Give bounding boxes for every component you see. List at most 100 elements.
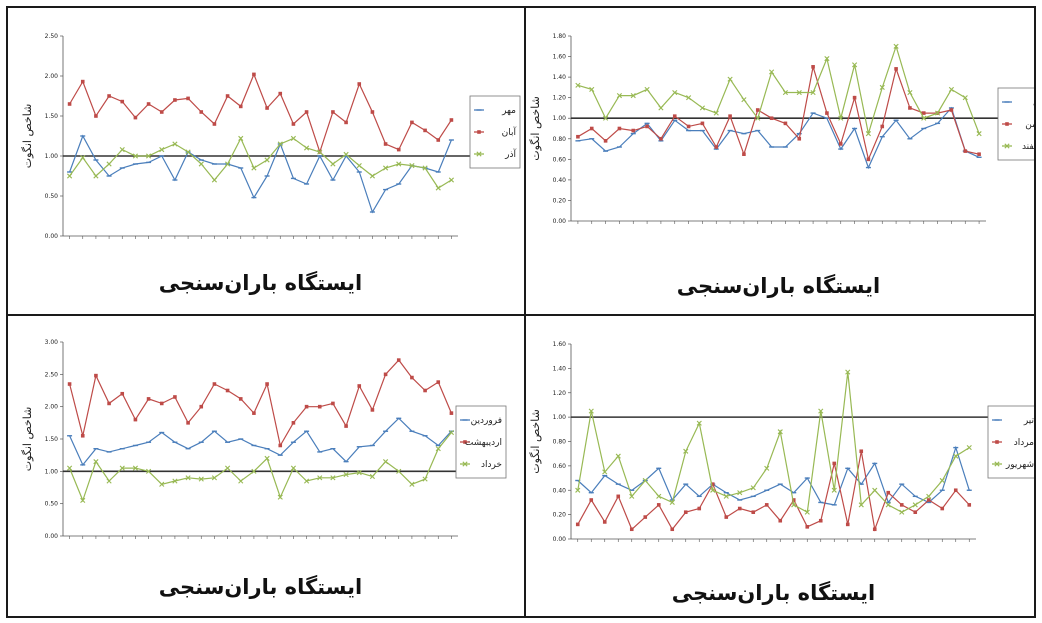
data-point: [238, 397, 243, 401]
data-point: [225, 388, 230, 393]
chart-svg-spring: 0.00 0.50 1.00 1.50 2.00 2.50 3.00 شاخص انگوت ای…: [21, 339, 507, 599]
y-tick-label: 1.50: [45, 436, 59, 443]
x-axis-title: ایستگاه باران‌سنجی: [159, 270, 362, 295]
data-point: [714, 145, 719, 149]
data-point: [644, 86, 650, 93]
data-point: [238, 104, 243, 109]
data-point: [344, 120, 348, 125]
data-point: [908, 106, 912, 110]
x-axis-title: ایستگاه باران‌سنجی: [159, 574, 362, 599]
series-line: [577, 106, 980, 170]
data-point: [796, 89, 802, 96]
data-point: [278, 443, 283, 448]
data-point: [615, 453, 621, 459]
data-point: [199, 404, 204, 409]
data-point: [865, 131, 872, 137]
y-axis-title: شاخص انگوت: [21, 407, 34, 472]
data-point: [995, 440, 999, 444]
data-point: [886, 490, 891, 495]
y-tick-label: 2.50: [45, 33, 59, 40]
legend-label: آذر: [504, 148, 516, 160]
y-tick-label: 0.00: [45, 233, 59, 240]
data-point: [224, 465, 231, 471]
data-point: [616, 93, 623, 99]
data-point: [277, 141, 283, 147]
y-tick-label: 0.50: [45, 501, 59, 508]
data-point: [423, 388, 427, 393]
data-point: [805, 525, 810, 529]
data-point: [93, 459, 99, 465]
y-tick-label: 2.00: [45, 404, 59, 411]
chart-panel-summer: 0.00 0.20 0.40 0.60 0.80 1.00 1.20 1.40 1.60 شاخص…: [524, 314, 1036, 618]
data-point: [66, 173, 73, 179]
data-point: [713, 110, 719, 116]
data-point: [331, 401, 335, 406]
data-point: [369, 173, 376, 179]
data-point: [948, 86, 955, 93]
data-point: [186, 96, 190, 101]
data-point: [879, 84, 885, 90]
data-point: [198, 476, 204, 482]
series-line: [577, 44, 980, 134]
y-tick-label: 0.00: [553, 218, 567, 225]
data-point: [94, 114, 98, 118]
data-point: [953, 453, 959, 459]
y-tick-label: 0.40: [553, 487, 567, 494]
legend-label: بهمن: [1025, 120, 1034, 130]
data-point: [825, 111, 829, 115]
data-point: [631, 128, 636, 133]
y-tick-label: 1.60: [553, 54, 567, 61]
data-point: [699, 105, 706, 111]
data-point: [145, 468, 152, 474]
data-point: [463, 440, 467, 444]
data-point: [344, 424, 348, 428]
data-point: [264, 157, 270, 163]
data-point: [173, 395, 177, 399]
data-point: [80, 79, 85, 84]
data-point: [630, 93, 636, 99]
data-point: [251, 468, 257, 474]
data-point: [251, 165, 257, 171]
data-point: [476, 151, 482, 157]
data-point: [912, 502, 918, 508]
data-point: [409, 163, 415, 169]
data-point: [696, 420, 702, 426]
y-tick-label: 0.50: [45, 193, 59, 200]
legend-label: مهر: [501, 106, 516, 116]
data-point: [737, 490, 743, 496]
data-point: [317, 149, 323, 155]
data-point: [173, 98, 177, 102]
data-point: [290, 465, 297, 471]
data-point: [966, 445, 972, 451]
data-point: [576, 134, 580, 139]
data-point: [672, 89, 678, 96]
data-point: [199, 110, 204, 114]
data-point: [277, 494, 283, 500]
data-point: [343, 151, 349, 157]
data-point: [238, 135, 244, 141]
y-tick-label: 1.00: [45, 153, 59, 160]
data-point: [872, 527, 877, 532]
data-point: [185, 149, 191, 155]
data-point: [448, 429, 455, 436]
data-point: [642, 477, 648, 484]
data-point: [926, 498, 931, 502]
data-point: [436, 380, 441, 384]
data-point: [962, 95, 968, 101]
data-point: [159, 110, 164, 114]
data-point: [723, 493, 729, 499]
data-point: [409, 481, 415, 487]
data-point: [382, 165, 389, 171]
data-point: [382, 459, 389, 465]
y-tick-label: 0.20: [553, 512, 567, 519]
data-point: [106, 478, 112, 484]
y-axis-title: شاخص انگوت: [529, 409, 542, 474]
data-point: [669, 499, 675, 506]
series-line: [577, 451, 970, 532]
data-point: [80, 155, 86, 161]
data-point: [831, 487, 837, 493]
data-point: [832, 461, 837, 466]
data-point: [448, 177, 455, 183]
data-point: [710, 487, 716, 493]
